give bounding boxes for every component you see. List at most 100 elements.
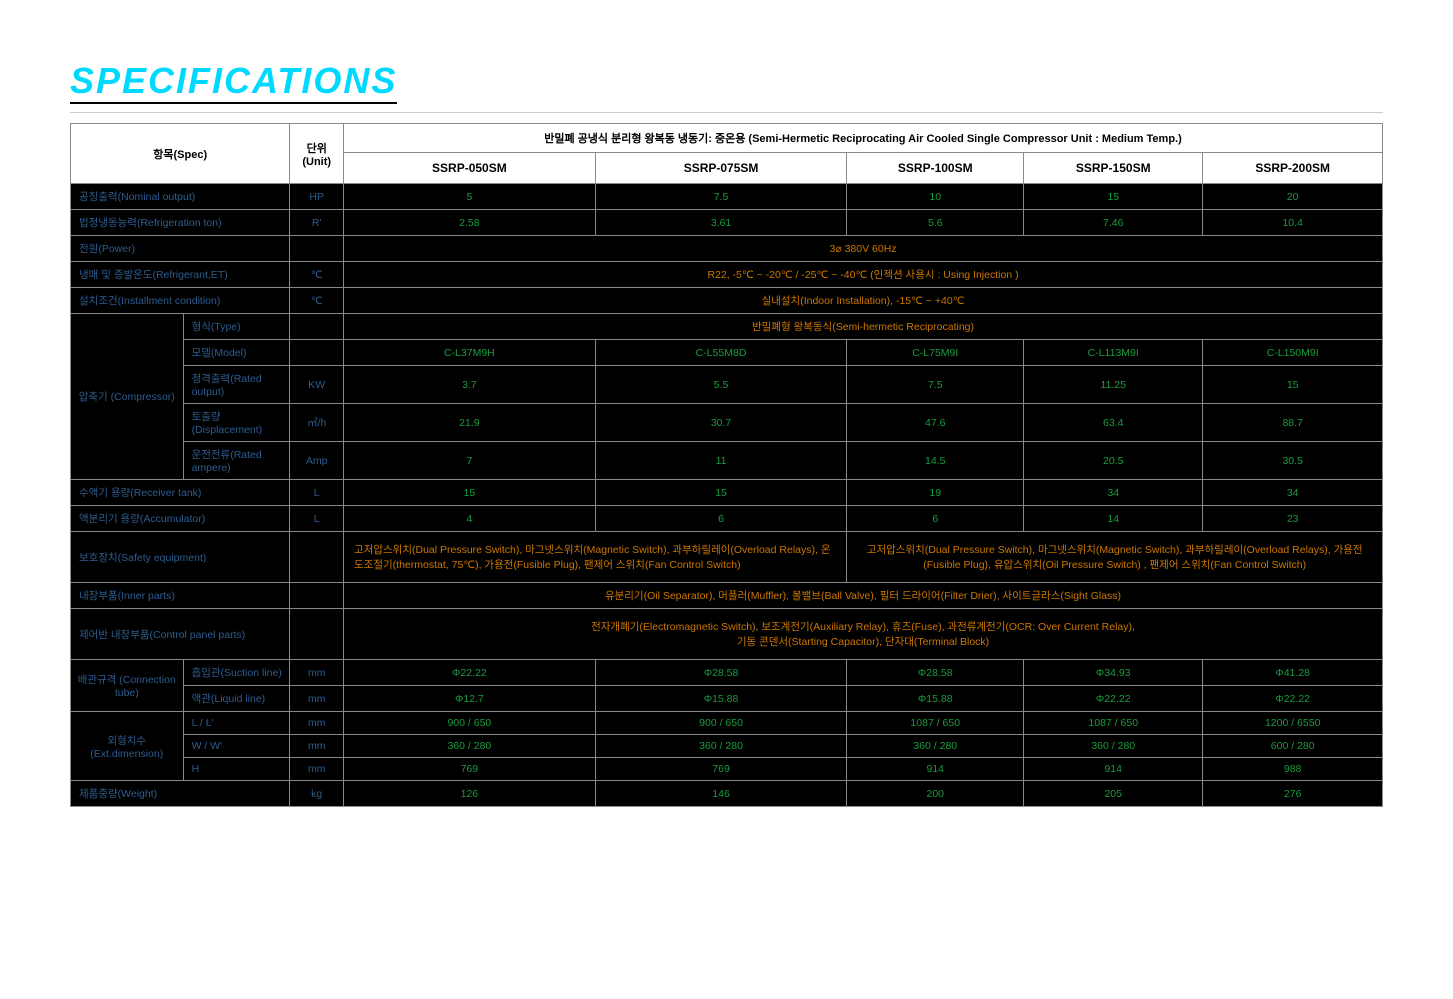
row-comp-displacement: 토출량(Displacement) ㎥/h 21.9 30.7 47.6 63.… bbox=[71, 404, 1383, 442]
unit-safety bbox=[290, 532, 344, 583]
data-cell: 15 bbox=[344, 480, 596, 506]
unit-suction: mm bbox=[290, 660, 344, 686]
data-cell: C-L113M9I bbox=[1024, 340, 1203, 366]
unit-comp-model bbox=[290, 340, 344, 366]
data-cell: Φ15.88 bbox=[595, 686, 847, 712]
row-power: 전원(Power) 3⌀ 380V 60Hz bbox=[71, 236, 1383, 262]
data-cell: 34 bbox=[1203, 480, 1383, 506]
unit-power bbox=[290, 236, 344, 262]
data-cell: 360 / 280 bbox=[595, 735, 847, 758]
data-cell: 988 bbox=[1203, 758, 1383, 781]
row-inner-parts: 내장부품(Inner parts) 유분리기(Oil Separator), 머… bbox=[71, 583, 1383, 609]
data-cell: Φ22.22 bbox=[1024, 686, 1203, 712]
data-cell: 769 bbox=[344, 758, 596, 781]
unit-comp-type bbox=[290, 314, 344, 340]
row-safety: 보호장치(Safety equipment) 고저압스위치(Dual Press… bbox=[71, 532, 1383, 583]
unit-receiver: L bbox=[290, 480, 344, 506]
label-control: 제어반 내장부품(Control panel parts) bbox=[71, 609, 290, 660]
unit-label-header: 단위 (Unit) bbox=[290, 124, 344, 184]
unit-comp-disp: ㎥/h bbox=[290, 404, 344, 442]
data-cell: 6 bbox=[847, 506, 1024, 532]
data-cell: 3.7 bbox=[344, 366, 596, 404]
label-connection-group: 배관규격 (Connection tube) bbox=[71, 660, 184, 712]
label-nominal: 공칭출력(Nominal output) bbox=[71, 184, 290, 210]
unit-install: ℃ bbox=[290, 288, 344, 314]
data-comp-type: 반밀폐형 왕복동식(Semi-hermetic Reciprocating) bbox=[344, 314, 1383, 340]
data-control: 전자개폐기(Electromagnetic Switch), 보조계전기(Aux… bbox=[344, 609, 1383, 660]
row-refrigerant: 냉매 및 증발온도(Refrigerant,ET) ℃ R22, -5℃ ~ -… bbox=[71, 262, 1383, 288]
row-dim-h: H mm 769 769 914 914 988 bbox=[71, 758, 1383, 781]
data-cell: 34 bbox=[1024, 480, 1203, 506]
row-accumulator: 액분리기 용량(Accumulator) L 4 6 6 14 23 bbox=[71, 506, 1383, 532]
unit-refrig: R' bbox=[290, 210, 344, 236]
label-weight: 제품중량(Weight) bbox=[71, 781, 290, 807]
page-title: SPECIFICATIONS bbox=[70, 60, 397, 104]
data-cell: Φ22.22 bbox=[1203, 686, 1383, 712]
row-dim-l: 외형치수 (Ext.dimension) L / L' mm 900 / 650… bbox=[71, 712, 1383, 735]
data-cell: 1087 / 650 bbox=[1024, 712, 1203, 735]
data-cell: C-L150M9I bbox=[1203, 340, 1383, 366]
label-comp-rated: 정격출력(Rated output) bbox=[183, 366, 290, 404]
data-cell: 88.7 bbox=[1203, 404, 1383, 442]
unit-dim-h: mm bbox=[290, 758, 344, 781]
unit-refrigerant: ℃ bbox=[290, 262, 344, 288]
row-comp-rated-output: 정격출력(Rated output) KW 3.7 5.5 7.5 11.25 … bbox=[71, 366, 1383, 404]
label-dim-l: L / L' bbox=[183, 712, 290, 735]
data-cell: 7.5 bbox=[847, 366, 1024, 404]
row-suction: 배관규격 (Connection tube) 흡입관(Suction line)… bbox=[71, 660, 1383, 686]
unit-comp-amp: Amp bbox=[290, 442, 344, 480]
unit-control bbox=[290, 609, 344, 660]
spec-label-header: 항목(Spec) bbox=[71, 124, 290, 184]
row-receiver: 수액기 용량(Receiver tank) L 15 15 19 34 34 bbox=[71, 480, 1383, 506]
data-power: 3⌀ 380V 60Hz bbox=[344, 236, 1383, 262]
unit-weight: kg bbox=[290, 781, 344, 807]
data-cell: 10 bbox=[847, 184, 1024, 210]
row-comp-type: 압축기 (Compressor) 형식(Type) 반밀폐형 왕복동식(Semi… bbox=[71, 314, 1383, 340]
data-cell: 20.5 bbox=[1024, 442, 1203, 480]
data-cell: 3.61 bbox=[595, 210, 847, 236]
data-cell: 63.4 bbox=[1024, 404, 1203, 442]
data-cell: C-L55M8D bbox=[595, 340, 847, 366]
product-title-header: 반밀폐 공냉식 분리형 왕복동 냉동기: 중온용 (Semi-Hermetic … bbox=[344, 124, 1383, 153]
label-comp-model: 모델(Model) bbox=[183, 340, 290, 366]
data-cell: 1087 / 650 bbox=[847, 712, 1024, 735]
data-cell: 900 / 650 bbox=[595, 712, 847, 735]
row-dim-w: W / W' mm 360 / 280 360 / 280 360 / 280 … bbox=[71, 735, 1383, 758]
data-cell: 10.4 bbox=[1203, 210, 1383, 236]
label-receiver: 수액기 용량(Receiver tank) bbox=[71, 480, 290, 506]
label-comp-type: 형식(Type) bbox=[183, 314, 290, 340]
row-installment: 설치조건(Installment condition) ℃ 실내설치(Indoo… bbox=[71, 288, 1383, 314]
data-cell: 47.6 bbox=[847, 404, 1024, 442]
data-cell: Φ22.22 bbox=[344, 660, 596, 686]
data-cell: Φ34.93 bbox=[1024, 660, 1203, 686]
model-col-3: SSRP-150SM bbox=[1024, 153, 1203, 184]
data-cell: 7.5 bbox=[595, 184, 847, 210]
label-compressor-group: 압축기 (Compressor) bbox=[71, 314, 184, 480]
data-cell: 276 bbox=[1203, 781, 1383, 807]
data-cell: 15 bbox=[1024, 184, 1203, 210]
label-comp-amp: 운전전류(Rated ampere) bbox=[183, 442, 290, 480]
unit-liquid: mm bbox=[290, 686, 344, 712]
row-refrigeration: 법정냉동능력(Refrigeration ton) R' 2.58 3.61 5… bbox=[71, 210, 1383, 236]
unit-dim-l: mm bbox=[290, 712, 344, 735]
data-cell: C-L37M9H bbox=[344, 340, 596, 366]
label-suction: 흡입관(Suction line) bbox=[183, 660, 290, 686]
row-control-panel: 제어반 내장부품(Control panel parts) 전자개폐기(Elec… bbox=[71, 609, 1383, 660]
label-install: 설치조건(Installment condition) bbox=[71, 288, 290, 314]
unit-nominal: HP bbox=[290, 184, 344, 210]
spec-table: 항목(Spec) 단위 (Unit) 반밀폐 공냉식 분리형 왕복동 냉동기: … bbox=[70, 123, 1383, 807]
label-accum: 액분리기 용량(Accumulator) bbox=[71, 506, 290, 532]
unit-accum: L bbox=[290, 506, 344, 532]
row-liquid: 액관(Liquid line) mm Φ12.7 Φ15.88 Φ15.88 Φ… bbox=[71, 686, 1383, 712]
data-cell: 30.7 bbox=[595, 404, 847, 442]
label-refrig: 법정냉동능력(Refrigeration ton) bbox=[71, 210, 290, 236]
data-cell: Φ12.7 bbox=[344, 686, 596, 712]
data-cell: 360 / 280 bbox=[344, 735, 596, 758]
data-cell: 914 bbox=[1024, 758, 1203, 781]
model-col-4: SSRP-200SM bbox=[1203, 153, 1383, 184]
data-cell: 19 bbox=[847, 480, 1024, 506]
data-install: 실내설치(Indoor Installation), -15℃ ~ +40℃ bbox=[344, 288, 1383, 314]
row-comp-ampere: 운전전류(Rated ampere) Amp 7 11 14.5 20.5 30… bbox=[71, 442, 1383, 480]
data-safety-left: 고저압스위치(Dual Pressure Switch), 마그넷스위치(Mag… bbox=[344, 532, 847, 583]
data-cell: 7.46 bbox=[1024, 210, 1203, 236]
